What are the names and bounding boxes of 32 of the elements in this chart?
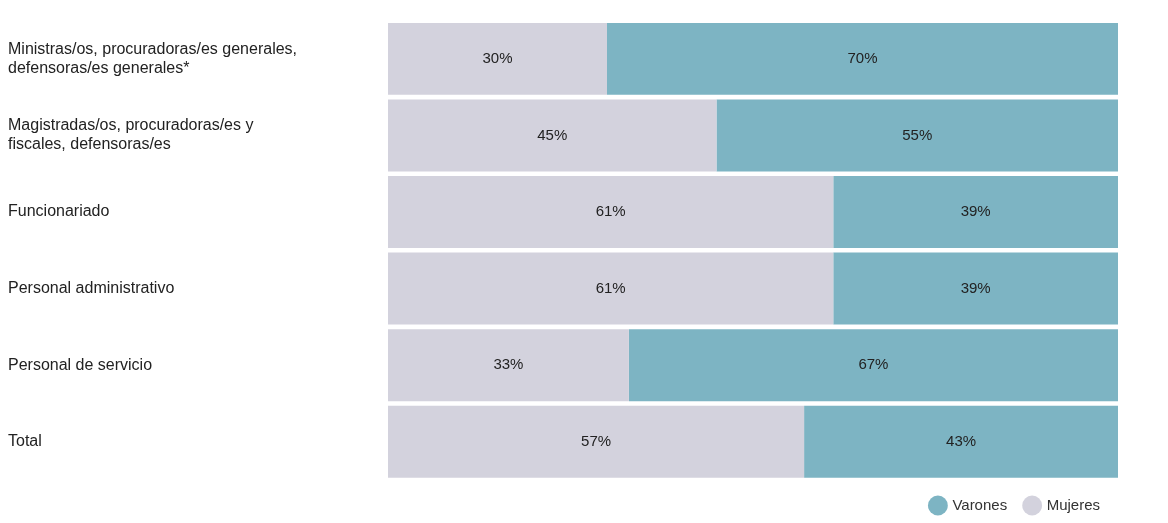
bar (388, 252, 834, 325)
bar (716, 99, 1118, 172)
y-tick-label: Ministras/os, procuradoras/es generales, defensoras/es generales* (8, 39, 298, 76)
bar (833, 252, 1118, 325)
data-label: 39% (960, 202, 991, 220)
data-label: 33% (493, 355, 524, 373)
data-label: 61% (595, 278, 626, 296)
bar (388, 405, 805, 478)
y-tick-label: Personal administrativo (8, 278, 175, 296)
data-label: 55% (902, 125, 933, 143)
legend-label: Mujeres (1046, 495, 1101, 513)
data-label: 57% (581, 431, 612, 449)
data-label: 39% (960, 278, 991, 296)
data-label: 61% (595, 202, 626, 220)
y-tick-label: Personal de servicio (8, 355, 153, 373)
y-tick-label: Funcionariado (8, 202, 110, 220)
bar (388, 22, 607, 95)
legend-label: Varones (952, 495, 1008, 513)
data-label: 30% (482, 49, 513, 67)
data-label: 45% (537, 125, 568, 143)
bar (628, 329, 1118, 402)
bar (388, 329, 629, 402)
data-label: 43% (946, 431, 977, 449)
bar (388, 176, 834, 248)
bar (388, 99, 717, 172)
bar (833, 176, 1118, 248)
y-tick-label: Magistradas/os, procuradoras/es y fiscales, defensoras/es (8, 116, 254, 153)
y-tick-label: Total (8, 432, 42, 450)
bar (804, 405, 1118, 478)
bar (607, 22, 1118, 95)
data-label: 67% (858, 355, 889, 373)
data-label: 70% (847, 49, 878, 67)
